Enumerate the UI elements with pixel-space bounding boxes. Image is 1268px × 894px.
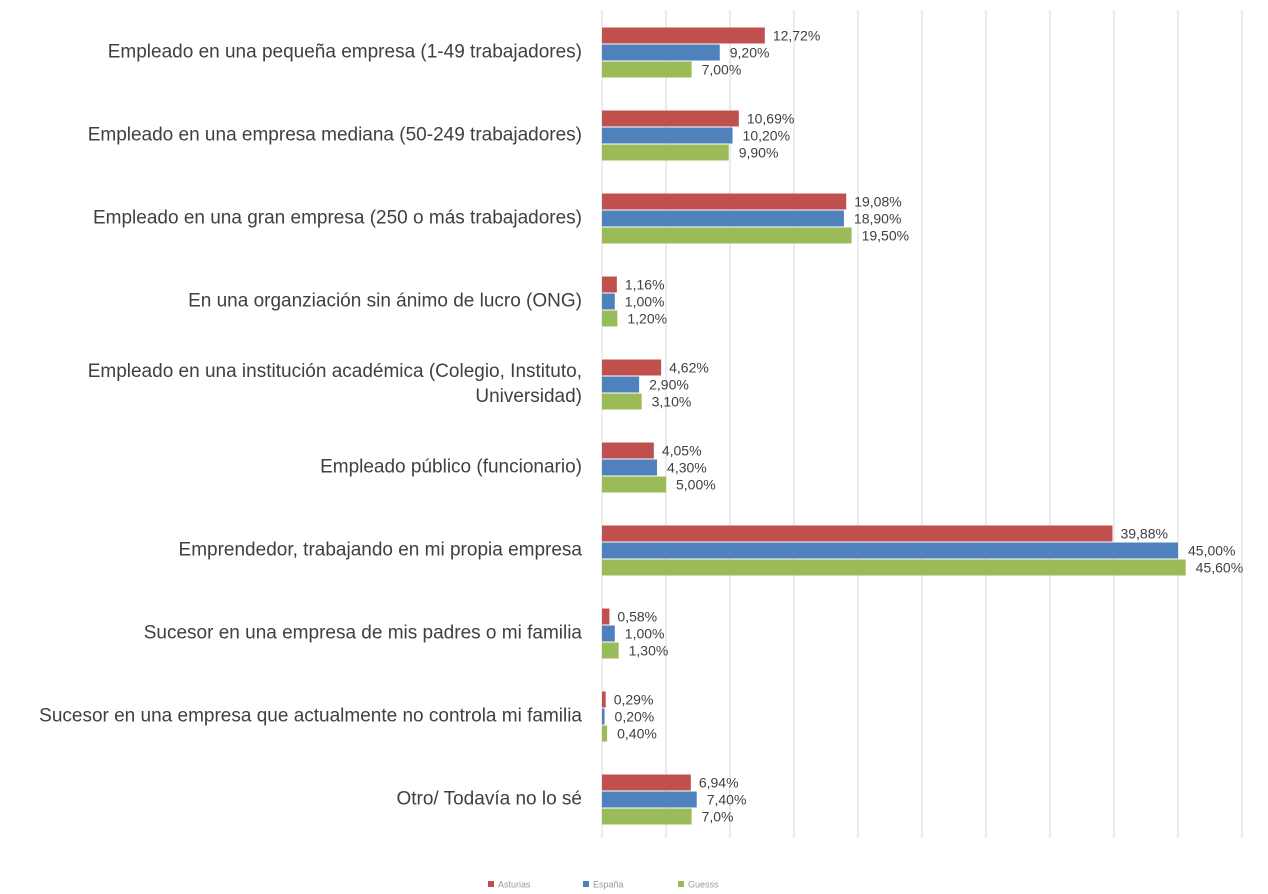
bar xyxy=(602,791,697,808)
bar xyxy=(602,393,642,410)
value-label: 7,40% xyxy=(707,792,747,808)
bar xyxy=(602,359,662,376)
category-label: En una organziación sin ánimo de lucro (… xyxy=(188,290,582,312)
bar xyxy=(602,459,658,476)
value-label: 1,00% xyxy=(625,626,665,642)
bar xyxy=(602,127,733,144)
value-label: 1,00% xyxy=(625,294,665,310)
bar xyxy=(602,642,619,659)
value-label: 18,90% xyxy=(854,211,901,227)
value-label: 2,90% xyxy=(649,377,689,393)
value-label: 5,00% xyxy=(676,477,716,493)
bar xyxy=(602,27,765,44)
value-label: 1,20% xyxy=(627,311,667,327)
bar xyxy=(602,44,720,61)
category-label: Sucesor en una empresa de mis padres o m… xyxy=(143,622,582,644)
value-label: 39,88% xyxy=(1120,526,1167,542)
bar xyxy=(602,608,610,625)
value-label: 0,29% xyxy=(614,692,654,708)
bar xyxy=(602,808,692,825)
legend-swatch xyxy=(583,881,589,887)
legend-swatch xyxy=(488,881,494,887)
bar xyxy=(602,110,739,127)
bar xyxy=(602,774,691,791)
category-label: Empleado en una empresa mediana (50-249 … xyxy=(87,124,582,146)
value-label: 12,72% xyxy=(773,28,820,44)
value-label: 9,20% xyxy=(730,45,770,61)
bar xyxy=(602,61,692,78)
value-label: 10,69% xyxy=(747,111,794,127)
value-label: 7,0% xyxy=(702,809,734,825)
bar xyxy=(602,442,654,459)
value-label: 9,90% xyxy=(739,145,779,161)
bar xyxy=(602,525,1113,542)
bar xyxy=(602,227,852,244)
value-label: 0,58% xyxy=(617,609,657,625)
value-label: 19,50% xyxy=(862,228,909,244)
value-label: 0,20% xyxy=(615,709,655,725)
bar xyxy=(602,293,615,310)
bar xyxy=(602,625,615,642)
value-label: 10,20% xyxy=(743,128,790,144)
legend-swatch xyxy=(678,881,684,887)
category-label: Empleado en una gran empresa (250 o más … xyxy=(92,207,582,229)
bar xyxy=(602,542,1178,559)
value-label: 19,08% xyxy=(854,194,901,210)
bar xyxy=(602,559,1186,576)
value-label: 1,16% xyxy=(625,277,665,293)
bar xyxy=(602,376,640,393)
value-label: 4,62% xyxy=(669,360,709,376)
legend-label: Guesss xyxy=(688,879,719,889)
value-label: 4,05% xyxy=(662,443,702,459)
bar xyxy=(602,725,608,742)
value-label: 7,00% xyxy=(702,62,742,78)
category-label: Empleado en una institución académica (C… xyxy=(87,361,582,407)
bar xyxy=(602,476,666,493)
bar xyxy=(602,144,729,161)
category-label: Otro/ Todavía no lo sé xyxy=(396,788,582,810)
value-label: 6,94% xyxy=(699,775,739,791)
value-label: 45,00% xyxy=(1188,543,1235,559)
value-label: 4,30% xyxy=(667,460,707,476)
bar xyxy=(602,210,844,227)
bar xyxy=(602,310,618,327)
bar xyxy=(602,708,605,725)
bar xyxy=(602,193,847,210)
bar xyxy=(602,691,606,708)
category-label: Sucesor en una empresa que actualmente n… xyxy=(39,705,582,727)
category-label: Empleado en una pequeña empresa (1-49 tr… xyxy=(107,41,582,63)
bar xyxy=(602,276,617,293)
legend-label: Asturias xyxy=(498,879,531,889)
category-label: Empleado público (funcionario) xyxy=(320,456,582,478)
value-label: 1,30% xyxy=(629,643,669,659)
value-label: 45,60% xyxy=(1196,560,1243,576)
category-label: Emprendedor, trabajando en mi propia emp… xyxy=(178,539,582,561)
value-label: 0,40% xyxy=(617,726,657,742)
legend-label: España xyxy=(593,879,624,889)
value-label: 3,10% xyxy=(652,394,692,410)
